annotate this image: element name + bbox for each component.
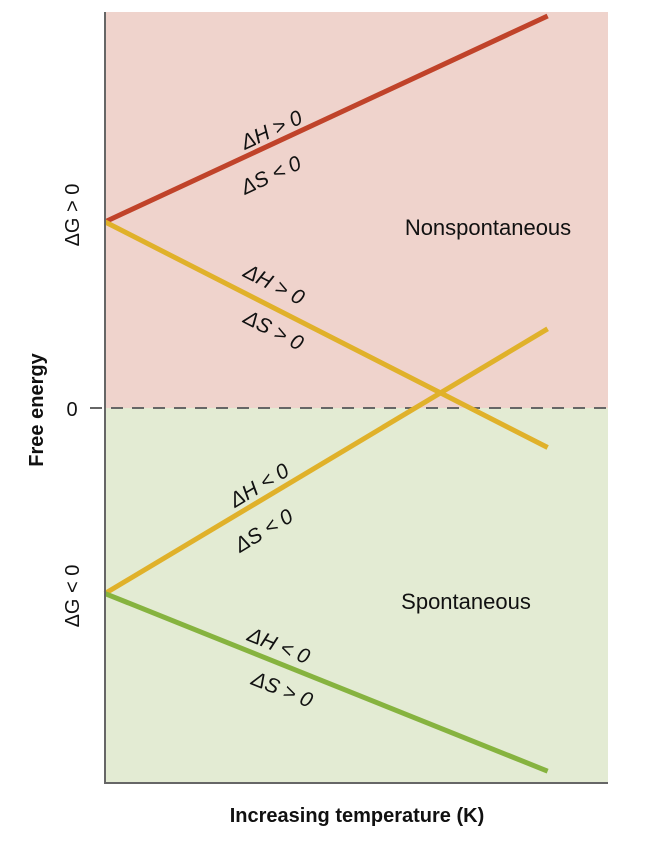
series-line-2: [103, 326, 549, 596]
x-axis-title: Increasing temperature (K): [230, 805, 485, 827]
y-tick-zero: 0: [66, 399, 77, 421]
series-line-3: [104, 591, 549, 774]
spontaneous-region: [105, 408, 608, 783]
spontaneous-label: Spontaneous: [401, 589, 531, 614]
y-axis-title: Free energy: [26, 352, 48, 466]
series-line-0: [103, 13, 549, 225]
dg-positive-label: ΔG > 0: [62, 184, 84, 247]
nonspontaneous-label: Nonspontaneous: [405, 215, 571, 240]
series-line-1: [103, 219, 549, 450]
dg-negative-label: ΔG < 0: [62, 565, 84, 628]
